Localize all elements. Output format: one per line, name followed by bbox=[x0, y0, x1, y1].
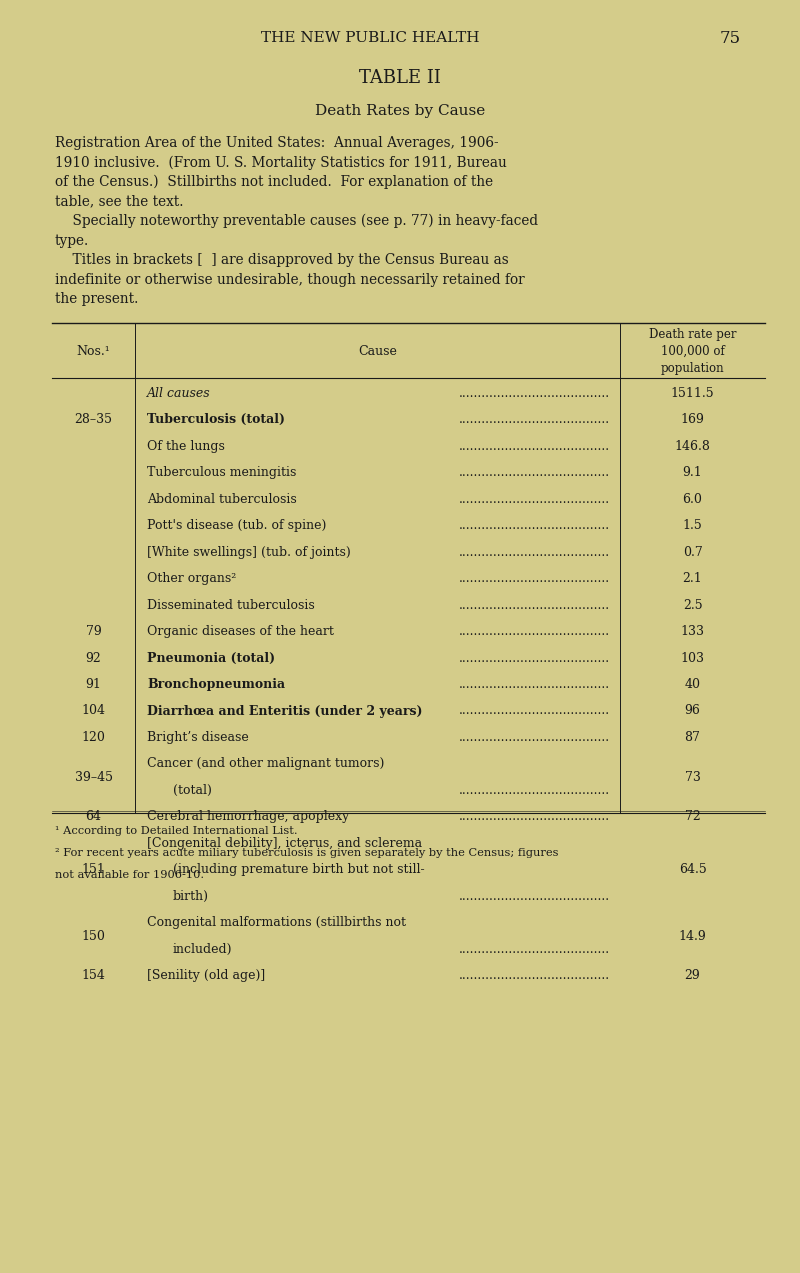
Text: .......................................: ....................................... bbox=[459, 652, 610, 665]
Text: Organic diseases of the heart: Organic diseases of the heart bbox=[147, 625, 334, 638]
Text: indefinite or otherwise undesirable, though necessarily retained for: indefinite or otherwise undesirable, tho… bbox=[55, 272, 525, 286]
Text: .......................................: ....................................... bbox=[459, 439, 610, 452]
Text: Nos.¹: Nos.¹ bbox=[77, 345, 110, 358]
Text: included): included) bbox=[173, 943, 233, 956]
Text: 40: 40 bbox=[685, 679, 701, 691]
Text: Death rate per
100,000 of
population: Death rate per 100,000 of population bbox=[649, 327, 736, 374]
Text: Cerebral hemorrhage, apoplexy: Cerebral hemorrhage, apoplexy bbox=[147, 811, 350, 824]
Text: .......................................: ....................................... bbox=[459, 704, 610, 718]
Text: .......................................: ....................................... bbox=[459, 784, 610, 797]
Text: .......................................: ....................................... bbox=[459, 679, 610, 691]
Text: 96: 96 bbox=[685, 704, 701, 718]
Text: 39–45: 39–45 bbox=[74, 770, 113, 784]
Text: .......................................: ....................................... bbox=[459, 943, 610, 956]
Text: Congenital malformations (stillbirths not: Congenital malformations (stillbirths no… bbox=[147, 917, 406, 929]
Text: 146.8: 146.8 bbox=[674, 439, 710, 452]
Text: Other organs²: Other organs² bbox=[147, 572, 236, 586]
Text: 154: 154 bbox=[82, 970, 106, 983]
Text: Cancer (and other malignant tumors): Cancer (and other malignant tumors) bbox=[147, 757, 384, 770]
Text: Titles in brackets [  ] are disapproved by the Census Bureau as: Titles in brackets [ ] are disapproved b… bbox=[55, 253, 509, 267]
Text: Pott's disease (tub. of spine): Pott's disease (tub. of spine) bbox=[147, 519, 326, 532]
Text: of the Census.)  Stillbirths not included.  For explanation of the: of the Census.) Stillbirths not included… bbox=[55, 174, 493, 190]
Text: 79: 79 bbox=[86, 625, 102, 638]
Text: 151: 151 bbox=[82, 863, 106, 877]
Text: .......................................: ....................................... bbox=[459, 546, 610, 559]
Text: THE NEW PUBLIC HEALTH: THE NEW PUBLIC HEALTH bbox=[261, 31, 479, 45]
Text: Diarrhœa and Enteritis (under 2 years): Diarrhœa and Enteritis (under 2 years) bbox=[147, 704, 422, 718]
Text: 64.5: 64.5 bbox=[678, 863, 706, 877]
Text: [Senility (old age)]: [Senility (old age)] bbox=[147, 970, 266, 983]
Text: 1910 inclusive.  (From U. S. Mortality Statistics for 1911, Bureau: 1910 inclusive. (From U. S. Mortality St… bbox=[55, 155, 506, 169]
Text: Bronchopneumonia: Bronchopneumonia bbox=[147, 679, 285, 691]
Text: 1511.5: 1511.5 bbox=[670, 387, 714, 400]
Text: Tuberculous meningitis: Tuberculous meningitis bbox=[147, 466, 296, 479]
Text: Disseminated tuberculosis: Disseminated tuberculosis bbox=[147, 598, 314, 611]
Text: the present.: the present. bbox=[55, 292, 138, 306]
Text: .......................................: ....................................... bbox=[459, 519, 610, 532]
Text: .......................................: ....................................... bbox=[459, 890, 610, 903]
Text: 14.9: 14.9 bbox=[678, 929, 706, 943]
Text: 2.5: 2.5 bbox=[682, 598, 702, 611]
Text: .......................................: ....................................... bbox=[459, 811, 610, 824]
Text: Death Rates by Cause: Death Rates by Cause bbox=[315, 104, 485, 118]
Text: ² For recent years acute miliary tuberculosis is given separately by the Census;: ² For recent years acute miliary tubercu… bbox=[55, 848, 558, 858]
Text: (total): (total) bbox=[173, 784, 212, 797]
Text: 72: 72 bbox=[685, 811, 700, 824]
Text: 91: 91 bbox=[86, 679, 102, 691]
Text: .......................................: ....................................... bbox=[459, 598, 610, 611]
Text: .......................................: ....................................... bbox=[459, 731, 610, 743]
Text: .......................................: ....................................... bbox=[459, 572, 610, 586]
Text: (including premature birth but not still-: (including premature birth but not still… bbox=[173, 863, 425, 877]
Text: Tuberculosis (total): Tuberculosis (total) bbox=[147, 412, 285, 426]
Text: [Congenital debility], icterus, and sclerema: [Congenital debility], icterus, and scle… bbox=[147, 838, 422, 850]
Text: Pneumonia (total): Pneumonia (total) bbox=[147, 652, 275, 665]
Text: Cause: Cause bbox=[358, 345, 397, 358]
Text: table, see the text.: table, see the text. bbox=[55, 195, 183, 209]
Text: ¹ According to Detailed International List.: ¹ According to Detailed International Li… bbox=[55, 826, 298, 836]
Text: .......................................: ....................................... bbox=[459, 970, 610, 983]
Text: .......................................: ....................................... bbox=[459, 387, 610, 400]
Text: 92: 92 bbox=[86, 652, 102, 665]
Text: Registration Area of the United States:  Annual Averages, 1906-: Registration Area of the United States: … bbox=[55, 136, 498, 150]
Text: TABLE II: TABLE II bbox=[359, 69, 441, 87]
Text: .......................................: ....................................... bbox=[459, 625, 610, 638]
Text: birth): birth) bbox=[173, 890, 209, 903]
Text: 6.0: 6.0 bbox=[682, 493, 702, 505]
Text: 169: 169 bbox=[681, 412, 705, 426]
Text: Of the lungs: Of the lungs bbox=[147, 439, 225, 452]
Text: 150: 150 bbox=[82, 929, 106, 943]
Text: 73: 73 bbox=[685, 770, 701, 784]
Text: 104: 104 bbox=[82, 704, 106, 718]
Text: 28–35: 28–35 bbox=[74, 412, 113, 426]
Text: 75: 75 bbox=[719, 29, 741, 47]
Text: All causes: All causes bbox=[147, 387, 210, 400]
Text: Bright’s disease: Bright’s disease bbox=[147, 731, 249, 743]
Text: 133: 133 bbox=[681, 625, 705, 638]
Text: 1.5: 1.5 bbox=[682, 519, 702, 532]
Text: 64: 64 bbox=[86, 811, 102, 824]
Text: 87: 87 bbox=[685, 731, 701, 743]
Text: 120: 120 bbox=[82, 731, 106, 743]
Text: .......................................: ....................................... bbox=[459, 493, 610, 505]
Text: Specially noteworthy preventable causes (see p. 77) in heavy-faced: Specially noteworthy preventable causes … bbox=[55, 214, 538, 228]
Text: .......................................: ....................................... bbox=[459, 466, 610, 479]
Text: 29: 29 bbox=[685, 970, 700, 983]
Text: 2.1: 2.1 bbox=[682, 572, 702, 586]
Text: not available for 1906-10.: not available for 1906-10. bbox=[55, 869, 204, 880]
Text: [White swellings] (tub. of joints): [White swellings] (tub. of joints) bbox=[147, 546, 350, 559]
Text: Abdominal tuberculosis: Abdominal tuberculosis bbox=[147, 493, 297, 505]
Text: .......................................: ....................................... bbox=[459, 412, 610, 426]
Text: 103: 103 bbox=[681, 652, 705, 665]
Text: 0.7: 0.7 bbox=[682, 546, 702, 559]
Text: 9.1: 9.1 bbox=[682, 466, 702, 479]
Text: type.: type. bbox=[55, 233, 90, 247]
